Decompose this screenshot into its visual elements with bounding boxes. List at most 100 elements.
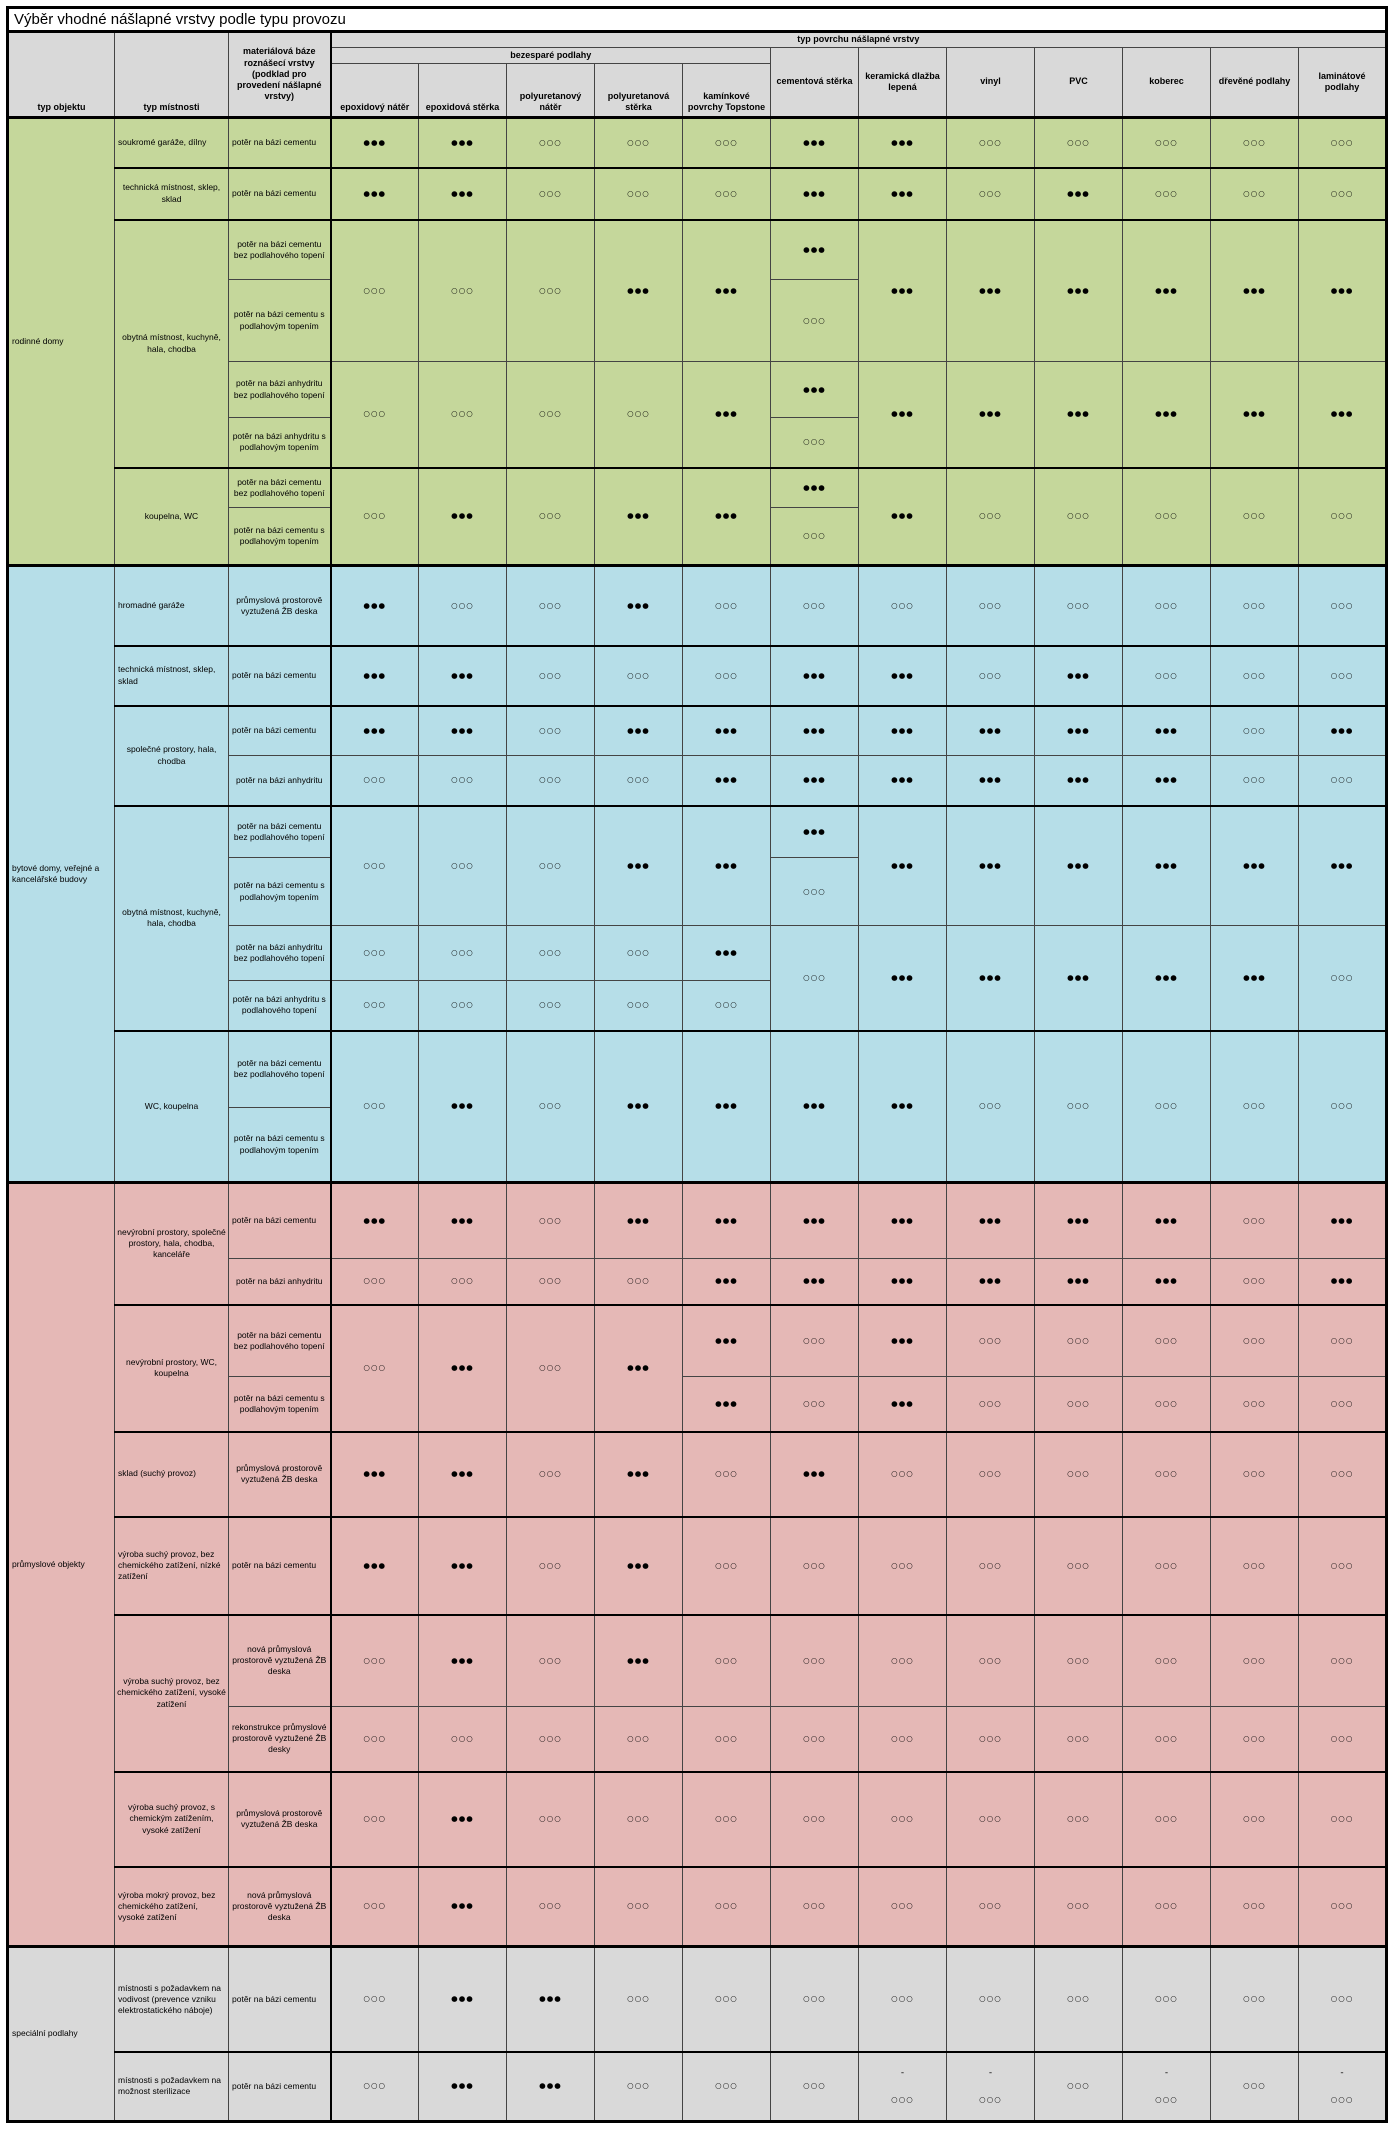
suitability-cell: ●●●	[682, 361, 771, 468]
table-row: speciální podlahy místnosti s požadavkem …	[7, 1945, 1388, 2122]
suitability-cell: ○○○	[1297, 1303, 1388, 1377]
material-base-cell: potěr na bázi anhydritu	[228, 1258, 332, 1305]
suitability-cell: ○○○	[506, 1613, 595, 1707]
suitability-cell: ●●●	[1297, 218, 1388, 362]
column-header: PVC	[1034, 47, 1123, 118]
suitability-cell: ○○○	[770, 1613, 859, 1707]
suitability-cell: ●●●	[418, 704, 507, 756]
suitability-cell: ●●●	[418, 1613, 507, 1707]
table-row: nevýrobní prostory, WC, koupelna potěr na…	[8, 1303, 1388, 1432]
suitability-cell: ●●●	[594, 1029, 683, 1183]
suitability-cell: ●●●	[682, 1029, 771, 1183]
suitability-cell: ○○○	[1210, 466, 1299, 566]
suitability-cell: ○○○	[330, 1865, 419, 1947]
suitability-cell: ●●●	[330, 166, 419, 220]
suitability-cell: ●●●	[418, 1945, 507, 2052]
suitability-cell: ○○○	[946, 1613, 1035, 1707]
suitability-cell: ●●●	[858, 361, 947, 468]
suitability-cell: ○○○	[770, 507, 859, 566]
suitability-cell: ○○○	[946, 116, 1035, 168]
suitability-cell: ●●●	[330, 116, 419, 168]
suitability-cell: - ○○○	[1297, 2050, 1388, 2122]
suitability-cell: ○○○	[1297, 116, 1388, 168]
suitability-cell: ○○○	[1297, 466, 1388, 566]
suitability-cell: ○○○	[1210, 1770, 1299, 1867]
suitability-cell: ●●●	[418, 1865, 507, 1947]
suitability-cell: ●●●	[1297, 361, 1388, 468]
suitability-cell: ○○○	[1122, 1515, 1211, 1615]
suitability-cell: ●●●	[770, 116, 859, 168]
suitability-cell: ○○○	[594, 361, 683, 468]
suitability-cell: ●●●	[1297, 804, 1388, 926]
suitability-cell: ●●●	[418, 2050, 507, 2122]
room-type-cell: výroba suchý provoz, bez chemického zatí…	[114, 1613, 229, 1772]
suitability-cell: ○○○	[946, 166, 1035, 220]
suitability-cell: ●●●	[770, 1181, 859, 1259]
suitability-cell: ○○○	[594, 925, 683, 981]
suitability-cell: ○○○	[946, 1430, 1035, 1517]
material-base-cell: potěr na bázi cementu bez podlahového to…	[228, 1303, 332, 1377]
suitability-cell: ●●●	[1122, 804, 1211, 926]
suitability-cell: ○○○	[330, 218, 419, 362]
suitability-cell: ○○○	[1210, 704, 1299, 756]
suitability-cell: ○○○	[770, 417, 859, 468]
suitability-cell: ●●●	[682, 1181, 771, 1259]
group-header-seamless-floors: bezesparé podlahy	[330, 47, 771, 64]
suitability-cell: ●●●	[858, 466, 947, 566]
suitability-cell: ○○○	[418, 925, 507, 981]
suitability-cell: ○○○	[770, 1770, 859, 1867]
material-base-cell: potěr na bázi anhydritu bez podlahového …	[228, 361, 332, 418]
suitability-cell: ○○○	[594, 166, 683, 220]
suitability-cell: ●●●	[594, 1613, 683, 1707]
material-base-cell: potěr na bázi cementu	[228, 644, 332, 706]
material-base-cell: potěr na bázi cementu bez podlahového to…	[228, 466, 332, 508]
suitability-cell: ○○○	[330, 1706, 419, 1772]
material-base-cell: potěr na bázi anhydritu	[228, 755, 332, 806]
suitability-cell: ○○○	[1297, 644, 1388, 706]
room-type-cell: místnosti s požadavkem na vodivost (prev…	[114, 1945, 229, 2052]
suitability-cell: ○○○	[1034, 1515, 1123, 1615]
material-base-cell: potěr na bázi cementu	[228, 1945, 332, 2052]
suitability-cell: ○○○	[1210, 116, 1299, 168]
suitability-cell: ○○○	[1210, 1303, 1299, 1377]
suitability-cell: ●●●	[946, 1258, 1035, 1305]
suitability-cell: ○○○	[1034, 1865, 1123, 1947]
suitability-cell: ○○○	[506, 980, 595, 1031]
suitability-cell: ●●●	[770, 218, 859, 280]
suitability-cell: ○○○	[682, 1430, 771, 1517]
suitability-cell: ●●●	[594, 1303, 683, 1432]
suitability-cell: ●●●	[1210, 804, 1299, 926]
suitability-cell: ○○○	[1122, 1613, 1211, 1707]
suitability-cell: ●●●	[770, 804, 859, 858]
suitability-cell: ○○○	[330, 1303, 419, 1432]
material-base-cell: potěr na bázi cementu s podlahovým topen…	[228, 279, 332, 362]
table-row: technická místnost, sklep, sklad potěr na…	[8, 166, 1388, 220]
suitability-cell: ○○○	[1297, 1029, 1388, 1183]
suitability-cell: ●●●	[1034, 1181, 1123, 1259]
room-type-cell: obytná místnost, kuchyně, hala, chodba	[114, 218, 229, 468]
suitability-cell: ○○○	[330, 755, 419, 806]
suitability-cell: ○○○	[1034, 564, 1123, 646]
table-row: koupelna, WC potěr na bázi cementu bez po…	[8, 466, 1388, 566]
suitability-cell: ●●●	[858, 644, 947, 706]
suitability-cell: ○○○	[330, 361, 419, 468]
material-base-cell: potěr na bázi cementu	[228, 166, 332, 220]
suitability-cell: ○○○	[1210, 166, 1299, 220]
suitability-cell: ●●●	[594, 804, 683, 926]
table-row: obytná místnost, kuchyně, hala, chodba po…	[8, 218, 1388, 468]
suitability-cell: ○○○	[1122, 1706, 1211, 1772]
room-type-cell: místnosti s požadavkem na možnost steril…	[114, 2050, 229, 2122]
suitability-cell: ○○○	[1297, 1376, 1388, 1432]
suitability-cell: ○○○	[682, 116, 771, 168]
suitability-cell: ○○○	[594, 980, 683, 1031]
suitability-cell: ○○○	[594, 1706, 683, 1772]
suitability-cell: ●●●	[1297, 1181, 1388, 1259]
suitability-cell: ○○○	[682, 564, 771, 646]
suitability-cell: ●●●	[1034, 218, 1123, 362]
suitability-cell: ●●●	[682, 466, 771, 566]
suitability-cell: ●●●	[770, 1430, 859, 1517]
suitability-cell: ○○○	[1210, 2050, 1299, 2122]
suitability-cell: ○○○	[858, 1770, 947, 1867]
suitability-cell: ●●●	[1034, 704, 1123, 756]
suitability-cell: ●●●	[418, 1770, 507, 1867]
